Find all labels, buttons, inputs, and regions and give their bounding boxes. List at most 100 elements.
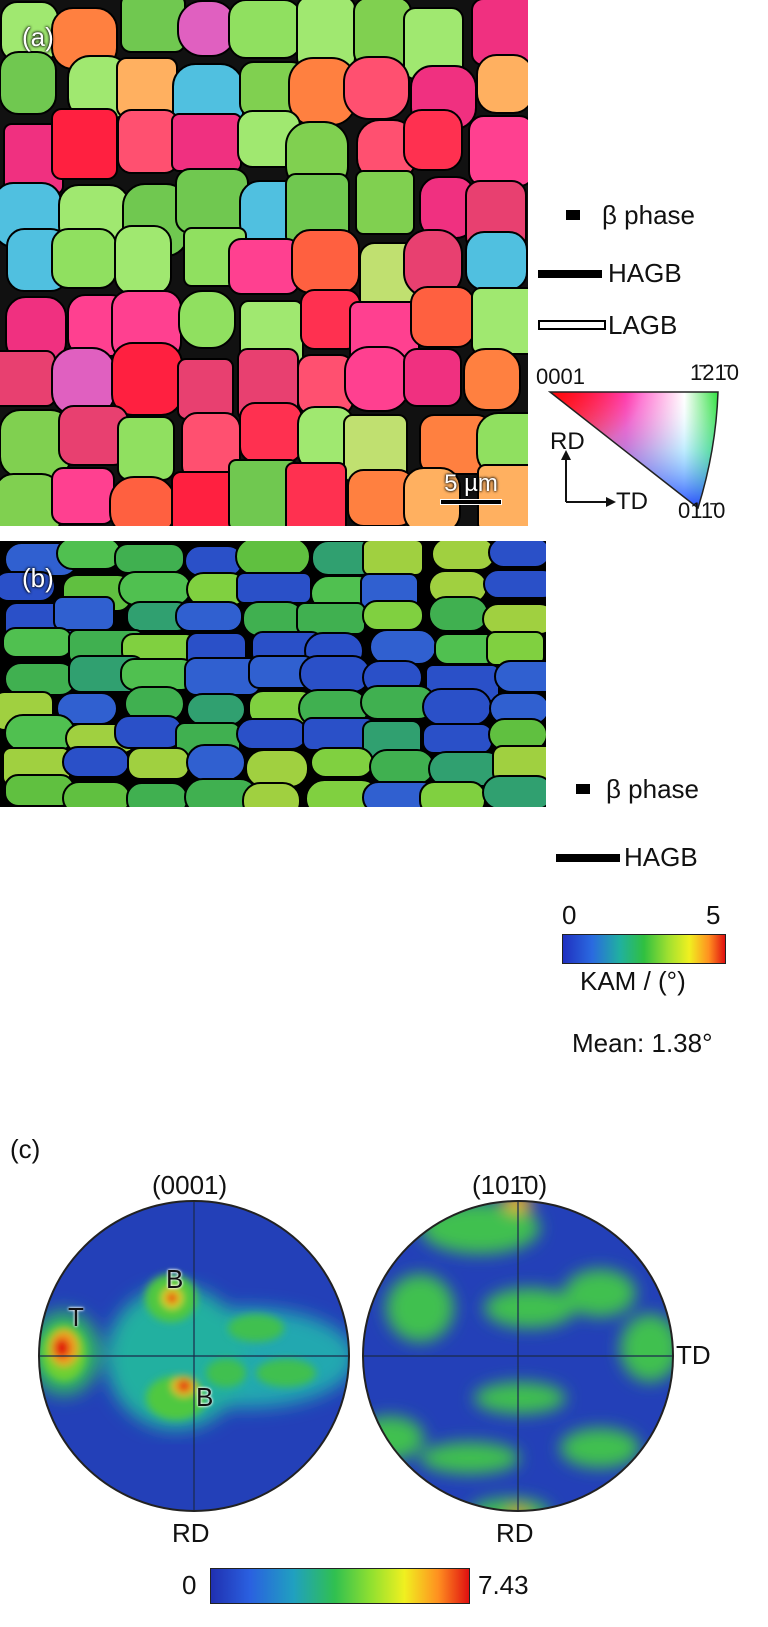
pole-figure-0001 xyxy=(38,1200,350,1512)
panel-a-label: (a) xyxy=(22,22,54,52)
grain xyxy=(0,51,57,116)
kam-colorbar xyxy=(562,934,726,964)
grain xyxy=(310,746,375,778)
grain xyxy=(362,541,425,576)
grain xyxy=(51,466,115,525)
grain xyxy=(116,415,176,481)
pf-colorbar xyxy=(210,1568,470,1604)
beta-phase-label-b: β phase xyxy=(606,774,700,804)
lagb-label-a: LAGB xyxy=(608,310,678,340)
ipf-key-0110: 011̄0 xyxy=(678,498,726,523)
grain xyxy=(295,602,366,635)
grain xyxy=(117,109,179,175)
scale-label-a: 5 µm xyxy=(444,470,498,497)
grain xyxy=(53,595,116,632)
grain xyxy=(127,747,190,781)
ipf-map: (a) 5 µm xyxy=(0,0,528,526)
grain xyxy=(482,568,546,600)
hagb-symbol-b xyxy=(556,854,620,862)
grain xyxy=(56,541,123,571)
grain xyxy=(245,749,309,788)
grain xyxy=(114,225,173,296)
grain xyxy=(61,746,130,778)
grain xyxy=(114,543,186,575)
grain xyxy=(174,601,244,633)
rd-td-axes-icon xyxy=(561,450,616,507)
grain xyxy=(355,169,416,236)
grain xyxy=(470,287,528,356)
grain xyxy=(482,602,546,636)
grain xyxy=(239,401,303,464)
hagb-symbol-a xyxy=(538,270,602,278)
pole-figure-1010-td: TD xyxy=(676,1340,711,1370)
hagb-label-a: HAGB xyxy=(608,258,682,288)
hagb-label-b: HAGB xyxy=(624,842,698,872)
grain xyxy=(344,346,410,413)
grain xyxy=(174,167,249,235)
grain xyxy=(51,227,117,289)
grain xyxy=(482,775,546,807)
grain xyxy=(403,109,464,172)
grain xyxy=(0,570,56,603)
ipf-color-key xyxy=(548,391,719,510)
scale-bar-a: 5 µm xyxy=(440,470,502,505)
grain xyxy=(465,231,528,291)
lagb-symbol-a xyxy=(538,320,606,330)
grain xyxy=(186,744,246,782)
grain xyxy=(227,0,302,59)
grain xyxy=(343,55,411,121)
grain xyxy=(108,475,177,526)
grain xyxy=(494,660,546,694)
grain xyxy=(431,541,497,571)
grain xyxy=(428,595,490,633)
beta-phase-symbol-b xyxy=(576,784,590,794)
grain xyxy=(421,687,493,727)
grain xyxy=(120,657,196,691)
pole-figure-0001-title: (0001) xyxy=(152,1170,228,1200)
pole-figure-1010-title: (101̄0) xyxy=(472,1170,548,1200)
kam-colorbar-min: 0 xyxy=(562,900,577,930)
axis-td-label: TD xyxy=(616,488,648,515)
pf-colorbar-min: 0 xyxy=(182,1570,197,1600)
marker-b-lower: B xyxy=(196,1382,214,1412)
grain xyxy=(116,57,178,119)
grain xyxy=(488,541,546,569)
kam-map-full: (b) xyxy=(0,541,546,807)
grain xyxy=(177,357,235,420)
pole-figure-1010 xyxy=(362,1200,674,1512)
kam-colorbar-max: 5 xyxy=(706,900,721,930)
grain xyxy=(51,347,116,416)
marker-t: T xyxy=(68,1302,84,1332)
ipf-key-1210: 1̄21̄0 xyxy=(690,360,739,385)
grain xyxy=(235,541,311,576)
kam-colorbar-title: KAM / (°) xyxy=(580,966,686,996)
grain xyxy=(468,114,528,188)
grain xyxy=(241,781,301,807)
grain xyxy=(419,781,487,807)
grain xyxy=(347,468,415,526)
grain xyxy=(369,749,435,785)
grain xyxy=(241,600,304,637)
grain xyxy=(235,718,308,751)
beta-phase-label-a: β phase xyxy=(602,200,696,230)
pf-colorbar-max: 7.43 xyxy=(478,1570,529,1600)
grain xyxy=(422,722,494,755)
grain xyxy=(111,341,184,416)
grain xyxy=(1,626,74,658)
grain xyxy=(114,715,183,749)
axis-rd-label: RD xyxy=(550,428,585,455)
grain xyxy=(0,350,57,408)
grain xyxy=(62,781,131,807)
grain xyxy=(51,108,118,180)
kam-mean-value: Mean: 1.38° xyxy=(572,1028,713,1058)
pole-figure-1010-rd: RD xyxy=(496,1518,534,1548)
grain xyxy=(290,229,361,295)
beta-phase-symbol-a xyxy=(566,210,580,220)
marker-b-upper: B xyxy=(166,1264,184,1294)
scale-bar-line-a xyxy=(440,499,502,505)
grain xyxy=(362,599,424,631)
panel-c-label: (c) xyxy=(10,1134,41,1164)
grain xyxy=(228,237,300,295)
grain xyxy=(403,348,462,408)
grain xyxy=(462,347,522,412)
